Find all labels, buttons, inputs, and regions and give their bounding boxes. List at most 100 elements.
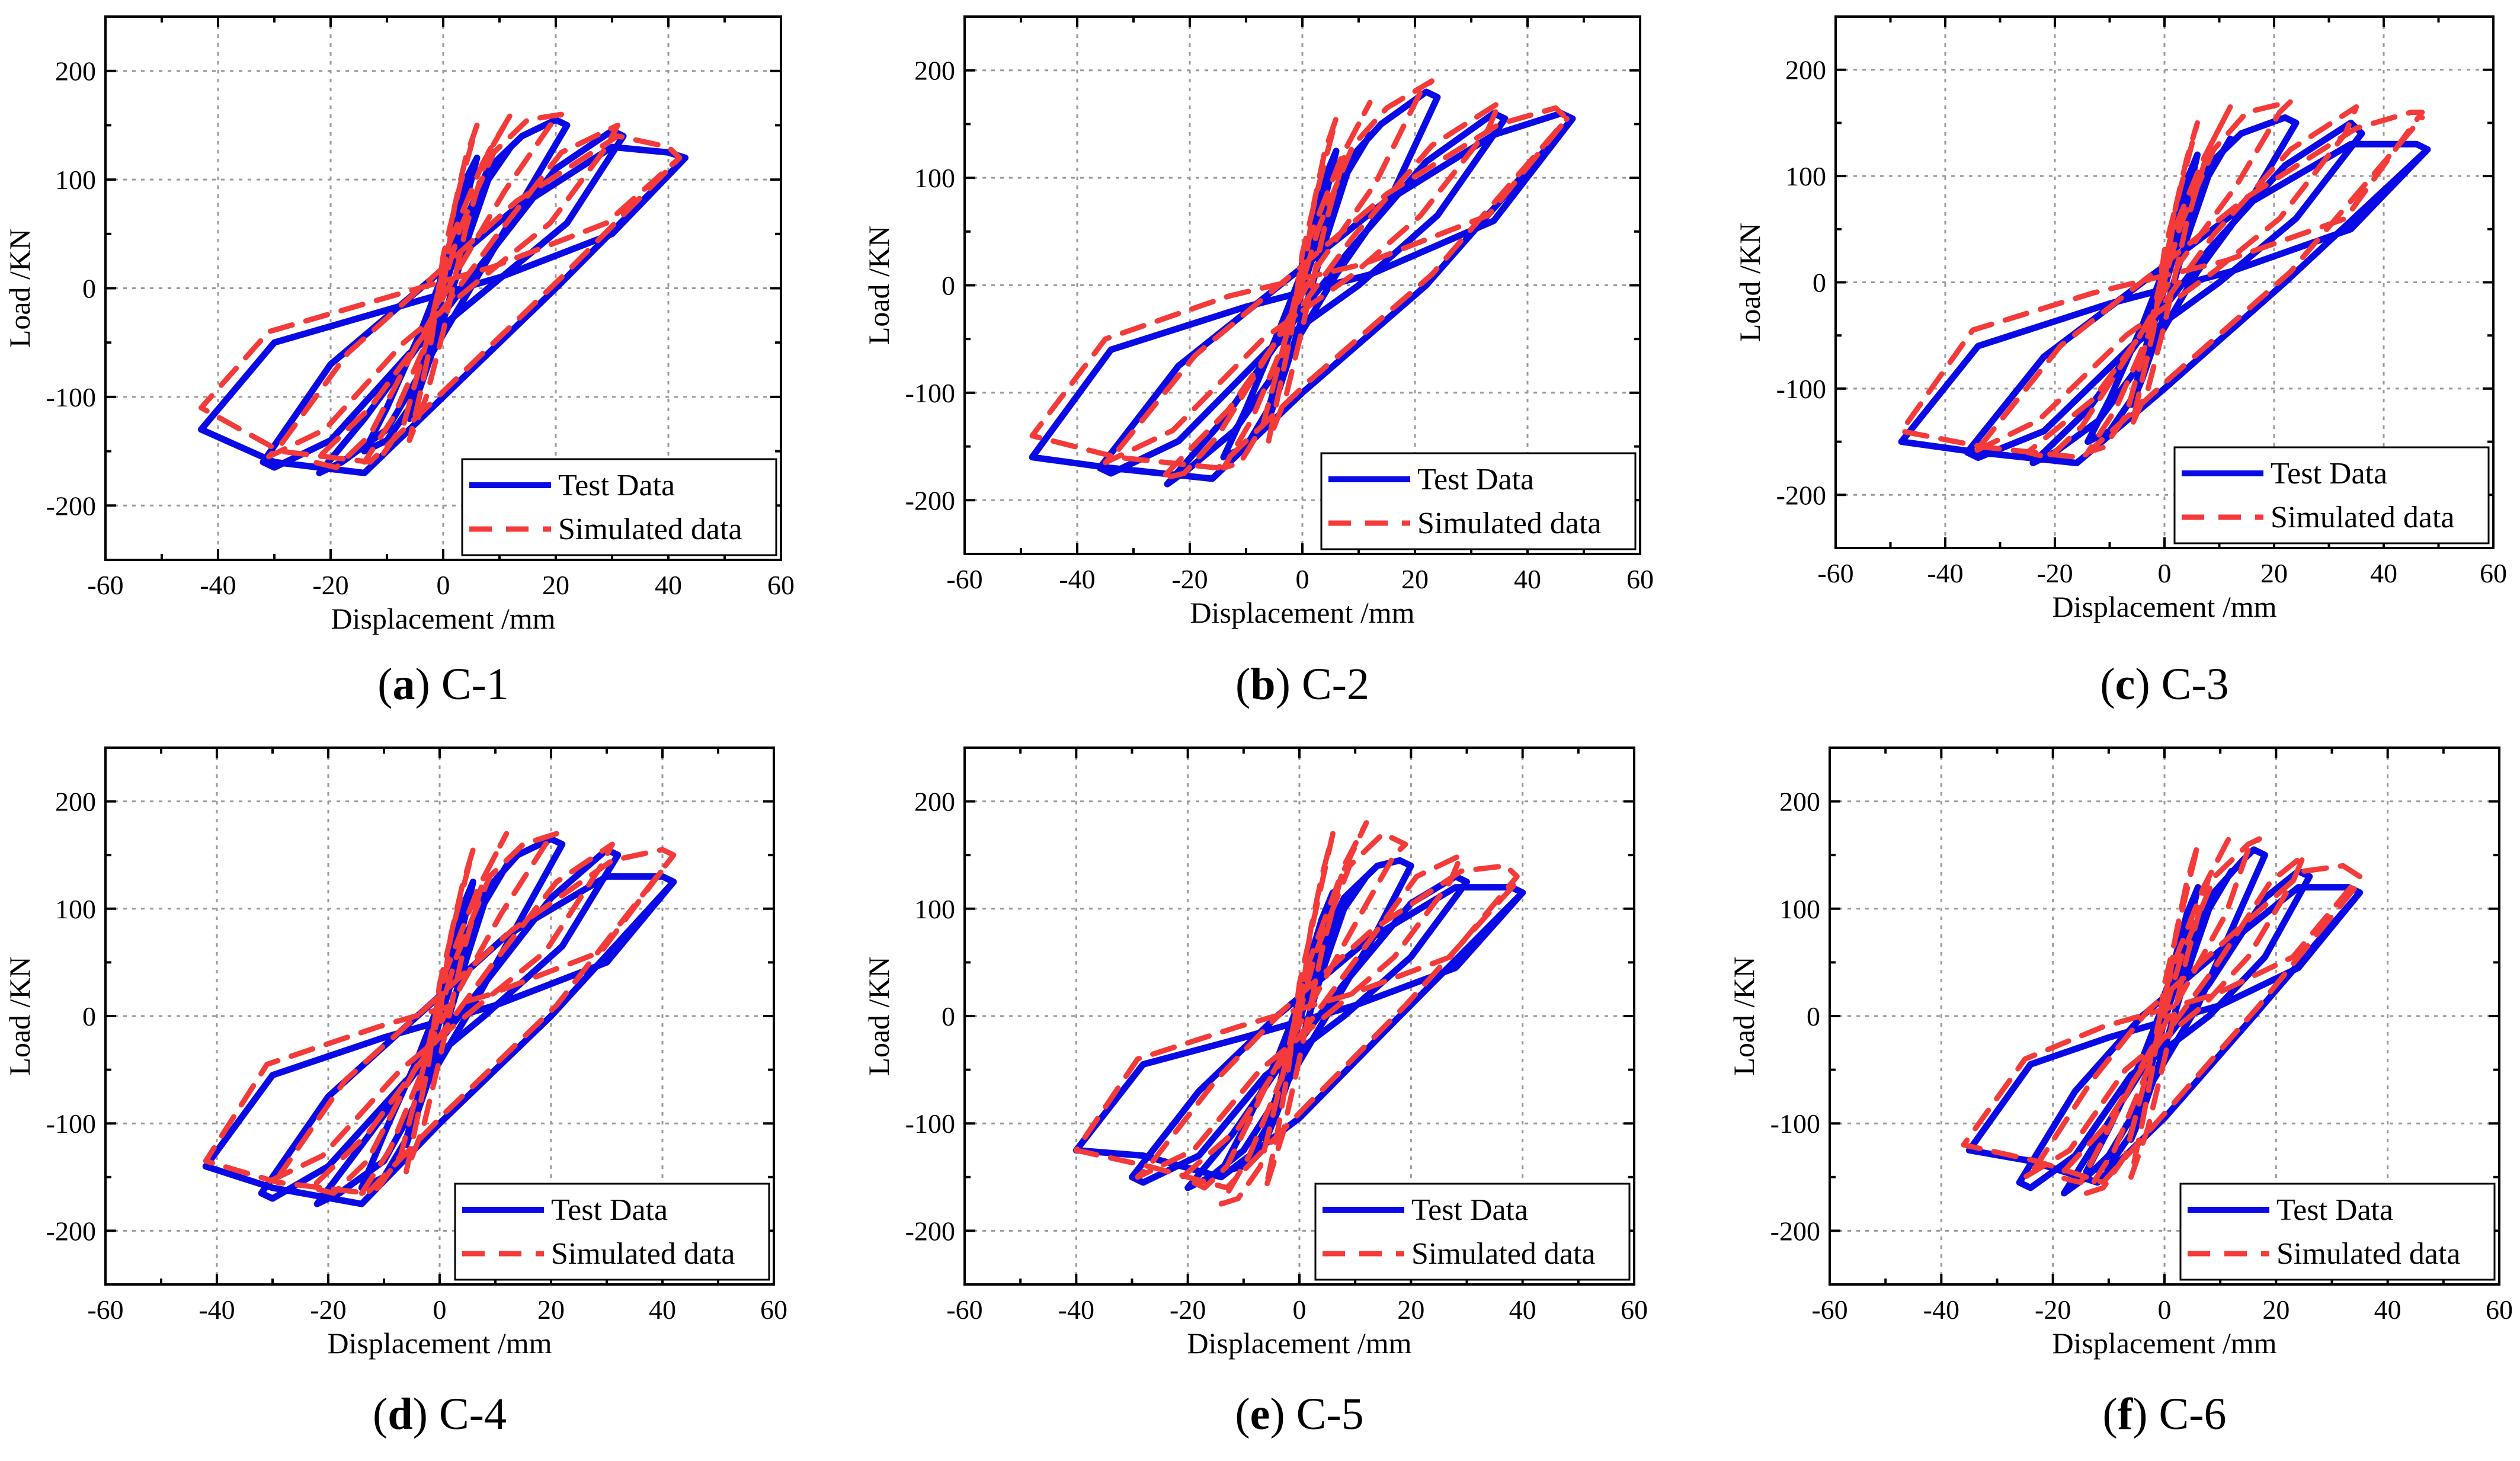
x-tick-label: 40 <box>649 1295 676 1325</box>
caption-paren-close: ) <box>1276 659 1302 709</box>
caption-paren-open: ( <box>373 1389 388 1439</box>
y-axis-label: Load /KN <box>1733 223 1766 342</box>
x-tick-label: -40 <box>1058 1295 1094 1325</box>
x-tick-label: 20 <box>2260 558 2288 588</box>
y-tick-label: 0 <box>942 1001 955 1031</box>
y-tick-label: 0 <box>82 1001 96 1031</box>
y-tick-label: 100 <box>914 163 955 193</box>
caption-letter: a <box>393 659 415 709</box>
caption-paren-close: ) <box>415 659 441 709</box>
y-tick-label: 100 <box>1779 894 1820 924</box>
x-axis-label: Displacement /mm <box>2052 590 2276 623</box>
legend-simulated-label: Simulated data <box>2271 501 2454 534</box>
x-tick-label: 40 <box>655 570 682 600</box>
x-tick-label: -60 <box>87 1295 123 1325</box>
caption-paren-close: ) <box>2132 1389 2159 1439</box>
caption-text: C-2 <box>1302 659 1369 709</box>
y-tick-label: 0 <box>1807 1001 1820 1031</box>
x-tick-label: -20 <box>312 570 348 600</box>
y-tick-label: -100 <box>46 382 96 412</box>
x-tick-label: -20 <box>310 1295 346 1325</box>
y-tick-label: -200 <box>905 485 955 515</box>
caption-paren-open: ( <box>1235 659 1250 709</box>
y-axis-label: Load /KN <box>3 229 36 348</box>
x-axis-label: Displacement /mm <box>327 1327 552 1360</box>
y-tick-label: 0 <box>942 271 955 301</box>
panel-caption: (d) C-4 <box>373 1389 507 1439</box>
x-tick-label: 0 <box>1293 1295 1307 1325</box>
panel-caption: (b) C-2 <box>1235 659 1369 709</box>
x-tick-label: 0 <box>433 1295 447 1325</box>
y-tick-label: 100 <box>1785 161 1826 191</box>
x-tick-label: -40 <box>1927 558 1963 588</box>
legend-box <box>1314 1183 1631 1281</box>
panel-caption: (e) C-5 <box>1235 1389 1363 1439</box>
y-tick-label: 0 <box>82 274 96 304</box>
x-tick-label: 0 <box>2158 1295 2172 1325</box>
caption-text: C-4 <box>439 1389 507 1439</box>
x-tick-label: 60 <box>2486 1295 2513 1325</box>
y-tick-label: 200 <box>55 787 96 817</box>
x-tick-label: -40 <box>1059 564 1095 594</box>
caption-text: C-6 <box>2159 1389 2226 1439</box>
x-tick-label: 20 <box>2262 1295 2290 1325</box>
caption-letter: d <box>388 1389 412 1439</box>
x-tick-label: -60 <box>946 564 982 594</box>
caption-paren-open: ( <box>1235 1389 1250 1439</box>
caption-text: C-5 <box>1296 1389 1364 1439</box>
y-axis-label: Load /KN <box>3 956 36 1075</box>
y-tick-label: -200 <box>46 1216 96 1246</box>
y-tick-label: 100 <box>914 894 955 924</box>
caption-letter: b <box>1250 659 1275 709</box>
legend-simulated-label: Simulated data <box>2276 1237 2460 1271</box>
simulated-data-series <box>198 111 683 470</box>
caption-paren-open: ( <box>2103 1389 2118 1439</box>
y-tick-label: 0 <box>1813 268 1826 298</box>
y-tick-label: 200 <box>914 56 955 86</box>
x-tick-label: 0 <box>437 570 450 600</box>
legend-test-label: Test Data <box>2276 1193 2393 1227</box>
y-tick-label: 200 <box>1779 787 1820 817</box>
x-axis-label: Displacement /mm <box>1187 1327 1411 1360</box>
x-tick-label: -60 <box>1811 1295 1847 1325</box>
x-tick-label: -60 <box>87 570 123 600</box>
x-tick-label: -60 <box>946 1295 982 1325</box>
x-tick-label: -20 <box>1170 1295 1206 1325</box>
x-tick-label: 20 <box>542 570 569 600</box>
panel-caption: (f) C-6 <box>2103 1389 2227 1439</box>
y-tick-label: -100 <box>905 1108 955 1139</box>
caption-paren-close: ) <box>1270 1389 1296 1439</box>
x-tick-label: -40 <box>198 1295 235 1325</box>
legend-test-label: Test Data <box>551 1193 668 1227</box>
y-tick-label: -100 <box>46 1108 96 1139</box>
x-axis-label: Displacement /mm <box>331 602 555 635</box>
caption-paren-close: ) <box>413 1389 439 1439</box>
y-tick-label: 200 <box>55 56 96 86</box>
x-tick-label: 40 <box>2374 1295 2401 1325</box>
y-tick-label: 100 <box>55 165 96 195</box>
simulated-data-series <box>1073 820 1520 1207</box>
x-tick-label: -40 <box>200 570 236 600</box>
legend-box <box>2179 1183 2496 1281</box>
y-tick-label: -100 <box>1776 374 1826 404</box>
panel-caption: (a) C-1 <box>377 659 509 709</box>
caption-letter: f <box>2118 1389 2134 1439</box>
x-tick-label: 0 <box>1296 564 1309 594</box>
y-tick-label: -200 <box>1776 480 1826 510</box>
x-tick-label: 20 <box>1401 564 1429 594</box>
legend: Test Data Simulated data <box>461 458 777 556</box>
simulated-data-series <box>1898 99 2425 460</box>
simulated-data-series <box>1029 78 1570 482</box>
legend-box <box>2173 446 2490 544</box>
chart-panel-c: -60 -40 -20 0 20 40 60-200-1000100200Displacem… <box>1733 15 2507 623</box>
x-tick-label: 40 <box>1509 1295 1536 1325</box>
legend-box <box>461 458 777 556</box>
legend-simulated-label: Simulated data <box>1417 507 1601 540</box>
caption-letter: c <box>2115 659 2135 709</box>
simulated-data-series <box>203 831 677 1196</box>
x-tick-label: -20 <box>2037 558 2073 588</box>
legend-simulated-label: Simulated data <box>558 512 742 546</box>
y-tick-label: -200 <box>46 491 96 521</box>
panel-caption: (c) C-3 <box>2100 659 2228 709</box>
x-tick-label: -40 <box>1923 1295 1959 1325</box>
